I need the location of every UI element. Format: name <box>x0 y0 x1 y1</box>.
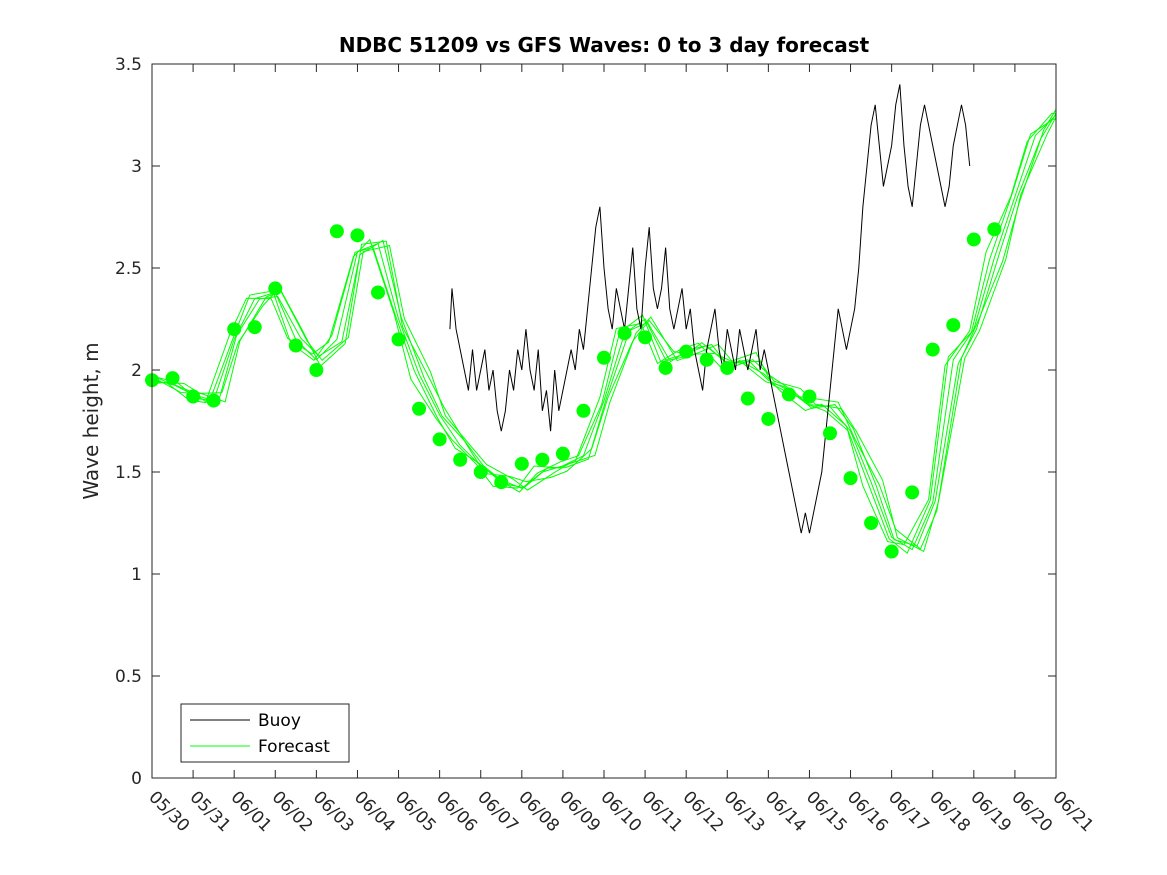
forecast-marker <box>412 401 427 416</box>
forecast-marker <box>987 222 1002 237</box>
forecast-marker <box>432 432 447 447</box>
chart-title: NDBC 51209 vs GFS Waves: 0 to 3 day fore… <box>339 33 870 57</box>
forecast-line <box>155 107 1057 550</box>
forecast-marker <box>453 452 468 467</box>
forecast-marker <box>165 371 180 386</box>
forecast-marker <box>268 281 283 296</box>
forecast-marker <box>823 426 837 441</box>
forecast-line <box>151 118 1057 554</box>
forecast-marker <box>597 350 611 365</box>
forecast-marker <box>555 446 570 461</box>
forecast-marker <box>350 228 365 243</box>
y-axis-label: Wave height, m <box>79 342 103 499</box>
y-tick-label: 0 <box>131 769 142 789</box>
legend-box <box>180 703 350 763</box>
y-tick-label: 2.5 <box>115 259 142 279</box>
forecast-marker <box>925 342 940 357</box>
forecast-marker <box>576 403 591 418</box>
forecast-marker <box>761 411 776 426</box>
forecast-marker <box>679 344 694 359</box>
y-tick-label: 3.5 <box>115 55 142 75</box>
buoy-line <box>449 84 971 534</box>
forecast-marker <box>720 360 735 375</box>
legend: Buoy Forecast <box>180 703 350 763</box>
legend-buoy-label: Buoy <box>258 711 301 731</box>
forecast-marker <box>946 318 961 333</box>
y-tick-label: 1 <box>131 565 142 585</box>
forecast-marker <box>617 326 632 341</box>
forecast-marker <box>535 452 550 467</box>
forecast-marker <box>884 544 899 559</box>
forecast-marker <box>227 322 242 337</box>
plot-area <box>145 84 1057 559</box>
legend-forecast-label: Forecast <box>258 737 330 757</box>
forecast-marker <box>247 320 262 335</box>
forecast-marker <box>186 389 201 404</box>
forecast-marker <box>740 391 755 406</box>
forecast-marker <box>781 387 796 402</box>
forecast-line <box>154 111 1057 547</box>
forecast-marker <box>206 393 221 408</box>
y-tick-label: 1.5 <box>115 463 142 483</box>
forecast-marker <box>494 475 509 490</box>
forecast-marker <box>638 330 653 345</box>
forecast-marker <box>309 363 324 377</box>
forecast-marker <box>966 232 981 247</box>
forecast-marker <box>514 456 529 471</box>
forecast-marker <box>473 465 488 479</box>
forecast-line <box>157 116 1057 553</box>
forecast-marker <box>371 285 385 300</box>
forecast-marker <box>843 471 858 486</box>
forecast-marker <box>864 516 879 530</box>
forecast-marker <box>288 338 303 353</box>
forecast-marker <box>658 360 673 375</box>
y-tick-label: 3 <box>131 157 142 177</box>
forecast-marker <box>699 352 714 367</box>
y-tick-label: 0.5 <box>115 667 142 687</box>
forecast-marker <box>329 224 344 239</box>
forecast-marker <box>391 332 406 347</box>
y-tick-label: 2 <box>131 361 142 381</box>
forecast-marker <box>905 485 920 500</box>
forecast-marker <box>802 389 817 404</box>
